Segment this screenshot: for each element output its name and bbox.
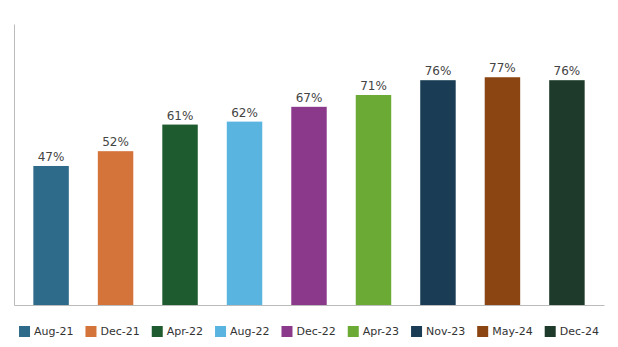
data-label: 71% [360, 79, 387, 93]
data-label: 76% [554, 64, 581, 78]
bar [227, 122, 262, 305]
plot: 47% 52% 61% 62% 67% 71% 76% 77% 76% [15, 25, 605, 306]
legend-label: May-24 [492, 325, 533, 338]
legend-label: Dec-24 [560, 325, 599, 338]
bar [33, 166, 68, 305]
x-axis-line [15, 305, 605, 306]
legend-item: Nov-23 [411, 325, 465, 338]
data-label: 62% [231, 106, 258, 120]
legend-swatch [281, 326, 292, 337]
legend-item: Apr-23 [348, 325, 399, 338]
legend: Aug-21 Dec-21 Apr-22 Aug-22 Dec-22 Apr-23 Nov-… [19, 325, 599, 338]
legend-swatch [477, 326, 488, 337]
legend-item: Dec-21 [85, 325, 139, 338]
legend-item: Dec-24 [545, 325, 599, 338]
bars [33, 77, 584, 305]
legend-item: Dec-22 [281, 325, 335, 338]
legend-label: Dec-22 [296, 325, 335, 338]
data-label: 67% [296, 91, 323, 105]
x-axis [15, 305, 605, 306]
chart: Aug-21 Dec-21 Apr-22 Aug-22 Dec-22 Apr-23 Nov-… [0, 0, 618, 347]
legend-swatch [411, 326, 422, 337]
legend-item: Aug-22 [215, 325, 269, 338]
legend-item: May-24 [477, 325, 533, 338]
bar [356, 95, 391, 305]
data-labels: 47% 52% 61% 62% 67% 71% 76% 77% 76% [38, 61, 581, 164]
legend-label: Nov-23 [426, 325, 465, 338]
legend-label: Dec-21 [100, 325, 139, 338]
bar [420, 80, 455, 305]
legend-swatch [348, 326, 359, 337]
data-label: 61% [167, 109, 194, 123]
bar [162, 125, 197, 305]
bar [485, 77, 520, 305]
legend-swatch [215, 326, 226, 337]
legend-swatch [545, 326, 556, 337]
data-label: 77% [489, 61, 516, 75]
legend-label: Apr-23 [363, 325, 399, 338]
legend-item: Apr-22 [152, 325, 203, 338]
legend-label: Apr-22 [167, 325, 203, 338]
bar [291, 107, 326, 305]
legend-swatch [19, 326, 30, 337]
y-axis-line [14, 25, 15, 306]
data-label: 47% [38, 150, 65, 164]
bar [549, 80, 584, 305]
legend-swatch [85, 326, 96, 337]
legend-swatch [152, 326, 163, 337]
data-label: 76% [425, 64, 452, 78]
legend-label: Aug-22 [230, 325, 269, 338]
data-label: 52% [102, 135, 129, 149]
legend-label: Aug-21 [34, 325, 73, 338]
y-axis [14, 25, 15, 306]
bar [98, 151, 133, 305]
legend-item: Aug-21 [19, 325, 73, 338]
